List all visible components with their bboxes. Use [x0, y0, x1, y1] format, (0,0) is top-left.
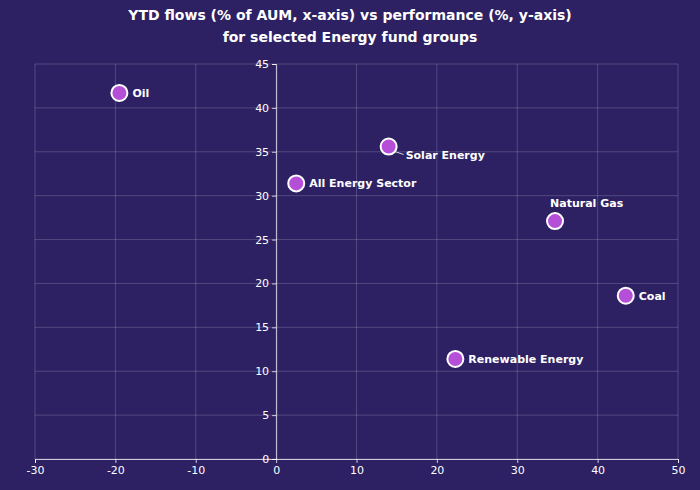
- grid-line-y: [35, 239, 678, 240]
- tick-label: 25: [255, 234, 269, 247]
- grid-line-x: [678, 64, 679, 459]
- grid-line-y: [35, 195, 678, 196]
- grid-line-y: [35, 151, 678, 152]
- tick: 45: [255, 58, 276, 71]
- tick-mark: [272, 459, 276, 460]
- grid-line-x: [436, 64, 437, 459]
- grid-line-y: [35, 283, 678, 284]
- grid-line-x: [356, 64, 357, 459]
- tick: 20: [255, 277, 276, 290]
- tick-label: -10: [187, 464, 205, 477]
- tick: -30: [27, 459, 45, 477]
- y-axis: 0 5 10 15 20 25 30 35 40 45: [255, 58, 277, 466]
- tick-label: 5: [262, 409, 269, 422]
- point: [111, 85, 127, 101]
- point: [288, 175, 304, 191]
- tick-mark: [678, 459, 679, 463]
- tick: 0: [262, 453, 276, 466]
- tick-label: 50: [672, 464, 686, 477]
- grid-line-x: [597, 64, 598, 459]
- point-label: Oil: [132, 87, 149, 100]
- background: [0, 0, 700, 490]
- tick-label: 10: [350, 464, 364, 477]
- tick-label: 40: [255, 102, 269, 115]
- grid-line-y: [35, 64, 678, 65]
- tick-label: 30: [255, 190, 269, 203]
- tick: 40: [255, 102, 276, 115]
- plot: -30 -20 -10 0 10 20 30 40 50 0 5 10 15 20 25 30 35 40 45 Oi…: [27, 58, 686, 477]
- tick: 10: [255, 365, 276, 378]
- point-label: Coal: [639, 290, 666, 303]
- tick-mark: [272, 371, 276, 372]
- tick-label: 15: [255, 321, 269, 334]
- tick: 35: [255, 146, 276, 159]
- point: [381, 139, 397, 155]
- tick-label: 30: [511, 464, 525, 477]
- tick-mark: [272, 327, 276, 328]
- tick: 25: [255, 234, 276, 247]
- chart: YTD flows (% of AUM, x-axis) vs performa…: [0, 0, 700, 490]
- tick-mark: [272, 108, 276, 109]
- tick-label: 45: [255, 58, 269, 71]
- tick-mark: [272, 240, 276, 241]
- point-label: All Energy Sector: [309, 177, 417, 190]
- tick-mark: [272, 196, 276, 197]
- grid-line-x: [195, 64, 196, 459]
- tick: 30: [255, 190, 276, 203]
- point: [447, 351, 463, 367]
- tick-mark: [35, 459, 36, 463]
- grid-line-x: [35, 64, 36, 459]
- tick-mark: [272, 415, 276, 416]
- tick: 15: [255, 321, 276, 334]
- grid-line-y: [35, 107, 678, 108]
- tick: 40: [591, 459, 605, 477]
- grid-line-y: [35, 371, 678, 372]
- tick: 0: [273, 459, 280, 477]
- point-label: Renewable Energy: [468, 353, 583, 366]
- tick: -20: [107, 459, 125, 477]
- point: [618, 288, 634, 304]
- tick-mark: [196, 459, 197, 463]
- grid-line-y: [35, 327, 678, 328]
- tick-label: 20: [255, 277, 269, 290]
- point-label: Natural Gas: [550, 197, 624, 210]
- tick-label: -30: [27, 464, 45, 477]
- tick-label: 10: [255, 365, 269, 378]
- tick-mark: [272, 64, 276, 65]
- tick-mark: [357, 459, 358, 463]
- x-axis: -30 -20 -10 0 10 20 30 40 50: [27, 459, 686, 477]
- title: for selected Energy fund groups: [223, 29, 478, 45]
- tick: 10: [350, 459, 364, 477]
- tick-mark: [517, 459, 518, 463]
- tick: 20: [430, 459, 444, 477]
- leader-line: [395, 152, 404, 155]
- tick-label: -20: [107, 464, 125, 477]
- point-labels: Oil Solar Energy All Energy Sector Natural …: [132, 87, 665, 366]
- points: [111, 85, 633, 367]
- tick-label: 0: [262, 453, 269, 466]
- tick: 5: [262, 409, 276, 422]
- tick-label: 35: [255, 146, 269, 159]
- tick-mark: [437, 459, 438, 463]
- tick-mark: [598, 459, 599, 463]
- tick-mark: [115, 459, 116, 463]
- grid-line-x: [115, 64, 116, 459]
- tick-label: 0: [273, 464, 280, 477]
- tick-label: 20: [430, 464, 444, 477]
- grid-line-y: [35, 415, 678, 416]
- tick: 50: [672, 459, 686, 477]
- point-label: Solar Energy: [406, 149, 485, 162]
- grid-line-x: [517, 64, 518, 459]
- tick-mark: [272, 152, 276, 153]
- tick-label: 40: [591, 464, 605, 477]
- tick-mark: [272, 283, 276, 284]
- title: YTD flows (% of AUM, x-axis) vs performa…: [127, 7, 571, 23]
- grid: [35, 64, 678, 459]
- point: [547, 213, 563, 229]
- y-axis-line: [272, 65, 277, 460]
- tick: 30: [511, 459, 525, 477]
- x-axis-line: [36, 460, 679, 464]
- tick: -10: [187, 459, 205, 477]
